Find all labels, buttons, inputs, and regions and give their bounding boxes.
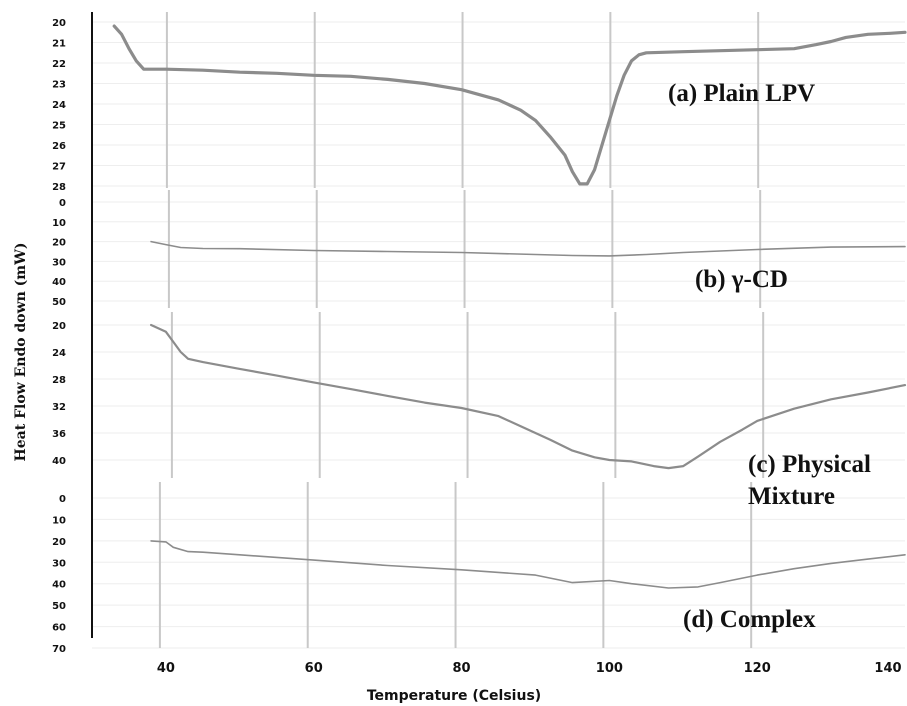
y-tick-label: 50	[52, 601, 66, 612]
dsc-curve-panel-3	[150, 323, 907, 470]
panel-label: (b) γ-CD	[695, 266, 788, 293]
y-axis-label: Heat Flow Endo down (mW)	[13, 243, 29, 462]
y-tick-label: 32	[52, 402, 66, 413]
panel-label: (d) Complex	[683, 606, 816, 633]
y-tick-label: 40	[52, 580, 66, 591]
y-tick-label: 40	[52, 456, 66, 467]
y-tick-label: 20	[52, 321, 66, 332]
y-tick-label: 60	[52, 623, 66, 634]
y-tick-label: 26	[52, 141, 66, 152]
x-tick-label: 60	[305, 661, 323, 676]
x-tick-label: 100	[596, 661, 623, 676]
dsc-curve-panel-4	[150, 540, 906, 589]
y-tick-label: 25	[52, 121, 66, 132]
y-tick-label: 20	[52, 18, 66, 29]
y-tick-label: 22	[52, 59, 66, 70]
y-tick-label: 70	[52, 644, 66, 655]
panel-label: (a) Plain LPV	[668, 80, 815, 107]
dsc-curve-panel-1	[112, 24, 907, 186]
y-tick-label: 28	[52, 182, 66, 193]
y-tick-label: 21	[52, 39, 66, 50]
panel-label: (c) Physical	[748, 451, 871, 478]
x-tick-label: 140	[874, 661, 901, 676]
y-tick-label: 20	[52, 238, 66, 249]
y-tick-label: 30	[52, 558, 66, 569]
y-tick-label: 50	[52, 297, 66, 308]
y-tick-label: 10	[52, 218, 66, 229]
y-tick-label: 40	[52, 277, 66, 288]
x-tick-label: 120	[744, 661, 771, 676]
y-tick-label: 0	[59, 198, 66, 209]
x-tick-label: 40	[157, 661, 175, 676]
dsc-curve-panel-2	[150, 240, 906, 257]
y-tick-label: 10	[52, 515, 66, 526]
y-tick-label: 24	[52, 348, 66, 359]
x-tick-label: 80	[452, 661, 470, 676]
y-tick-label: 30	[52, 257, 66, 268]
y-tick-label: 23	[52, 80, 66, 91]
y-tick-label: 36	[52, 429, 66, 440]
y-tick-label: 24	[52, 100, 66, 111]
y-tick-label: 20	[52, 537, 66, 548]
x-axis-label: Temperature (Celsius)	[367, 688, 541, 704]
y-tick-label: 28	[52, 375, 66, 386]
y-tick-label: 27	[52, 162, 66, 173]
panel-label-continued: Mixture	[748, 483, 835, 510]
y-tick-label: 0	[59, 494, 66, 505]
